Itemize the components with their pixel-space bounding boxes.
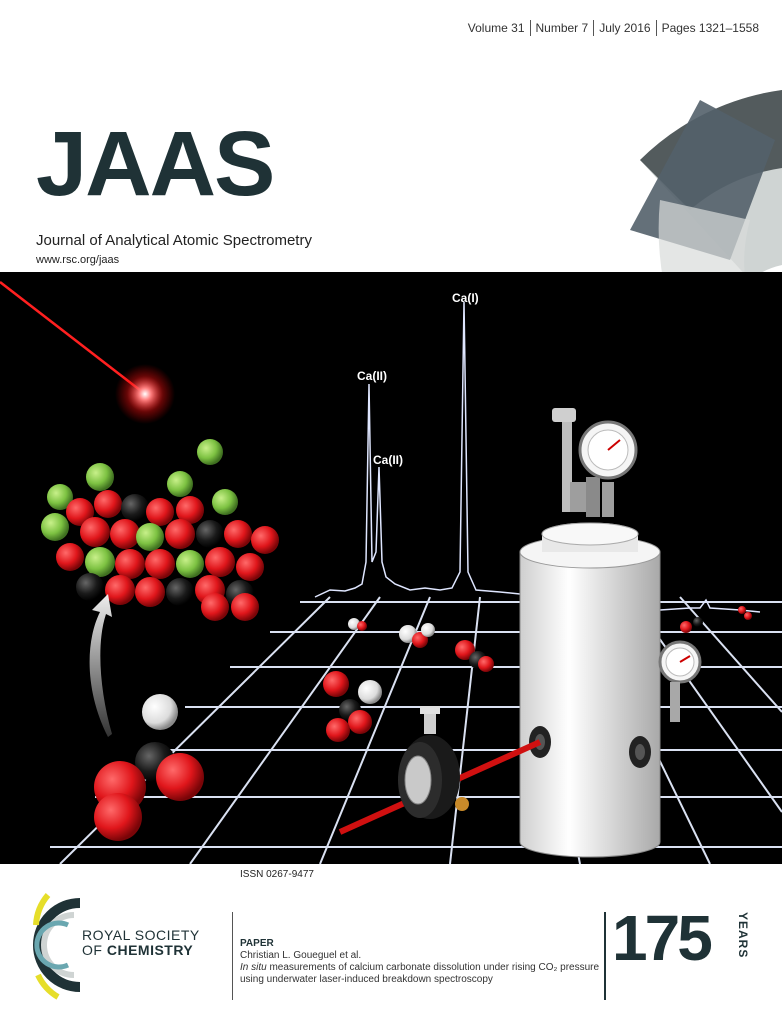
crystal-lattice bbox=[41, 439, 279, 621]
publisher-name: ROYAL SOCIETY OF CHEMISTRY bbox=[82, 928, 200, 958]
illustration-svg: Ca(II) Ca(II) Ca(I) bbox=[0, 281, 782, 864]
lens-holder bbox=[398, 706, 469, 819]
laser-beam bbox=[0, 281, 146, 395]
rsc-logo-icon bbox=[33, 893, 81, 1000]
laser-flare bbox=[115, 364, 175, 424]
divider bbox=[604, 912, 606, 1000]
volume: Volume 31 bbox=[467, 21, 525, 35]
spectrum-line bbox=[314, 301, 561, 598]
divider bbox=[232, 912, 233, 1000]
paper-info: PAPER Christian L. Goueguel et al. In si… bbox=[240, 938, 600, 986]
anniversary-number: 175 bbox=[612, 902, 713, 974]
peak-label-ca1: Ca(I) bbox=[452, 291, 479, 305]
paper-title: In situ measurements of calcium carbonat… bbox=[240, 962, 600, 985]
cover-illustration: Ca(II) Ca(II) Ca(I) bbox=[0, 272, 782, 864]
publisher-line2: OF CHEMISTRY bbox=[82, 942, 194, 958]
peak-label-ca2-high: Ca(II) bbox=[357, 369, 387, 383]
publisher-line1: ROYAL SOCIETY bbox=[82, 927, 200, 943]
issue-info: Volume 31 Number 7 July 2016 Pages 1321–… bbox=[463, 20, 764, 36]
carbonate-molecule bbox=[94, 694, 204, 841]
journal-title: JAAS bbox=[36, 113, 275, 215]
curved-arrow bbox=[89, 594, 112, 737]
pressure-vessel bbox=[519, 408, 702, 858]
anniversary-word: YEARS bbox=[736, 912, 750, 959]
peak-label-ca2-low: Ca(II) bbox=[373, 453, 403, 467]
issn: ISSN 0267-9477 bbox=[240, 869, 314, 880]
pages: Pages 1321–1558 bbox=[655, 20, 764, 36]
journal-url: www.rsc.org/jaas bbox=[36, 254, 120, 266]
number: Number 7 bbox=[529, 20, 594, 36]
date: July 2016 bbox=[593, 20, 655, 36]
floating-molecules bbox=[323, 606, 752, 742]
paper-label: PAPER bbox=[240, 938, 274, 949]
journal-subtitle: Journal of Analytical Atomic Spectrometr… bbox=[36, 232, 312, 249]
paper-authors: Christian L. Goueguel et al. bbox=[240, 950, 362, 961]
